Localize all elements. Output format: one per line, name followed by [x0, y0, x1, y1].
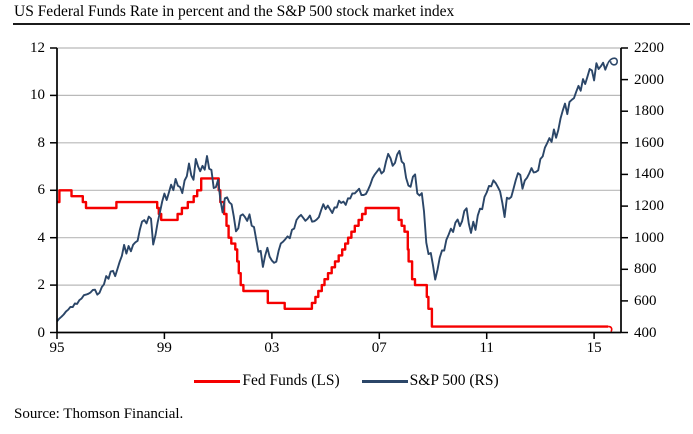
right-axis-tick-label: 2200	[634, 40, 664, 56]
right-axis-tick-label: 1800	[634, 103, 664, 120]
left-axis-tick-label: 0	[37, 324, 46, 341]
title-underline	[13, 23, 690, 25]
left-axis-tick-label: 6	[37, 182, 46, 199]
x-axis-tick-label: 95	[49, 340, 65, 356]
x-axis-tick-label: 11	[479, 340, 494, 356]
right-axis-tick-label: 1600	[634, 134, 664, 151]
right-axis-tick-label: 1000	[634, 229, 664, 246]
left-axis-tick-label: 12	[30, 40, 45, 56]
left-axis-tick-label: 2	[37, 277, 46, 294]
x-axis-tick-label: 03	[264, 340, 280, 356]
right-axis-tick-label: 2000	[634, 71, 664, 88]
sp500-line-swatch	[361, 379, 408, 383]
legend-item-sp500: S&P 500 (RS)	[361, 372, 499, 390]
right-axis-tick-label: 400	[634, 324, 657, 341]
legend-label-sp500: S&P 500 (RS)	[409, 372, 499, 389]
right-axis-tick-label: 1200	[634, 198, 664, 215]
right-axis-tick-label: 600	[634, 292, 657, 309]
source-note: Source: Thomson Financial.	[14, 406, 184, 422]
left-axis-tick-label: 10	[30, 87, 45, 104]
sp500-line-end-curl	[606, 57, 618, 66]
legend: Fed Funds (LS) S&P 500 (RS)	[0, 372, 693, 390]
x-axis-tick-label: 07	[371, 340, 387, 356]
right-axis-tick-label: 1400	[634, 166, 664, 183]
fed-funds-line-end-curl	[607, 325, 613, 332]
sp500-line	[56, 61, 609, 323]
x-axis-tick-label: 99	[156, 340, 172, 356]
legend-item-fed-funds: Fed Funds (LS)	[194, 372, 340, 390]
right-axis-tick-label: 800	[634, 261, 657, 278]
left-axis-tick-label: 4	[37, 229, 46, 246]
chart-title: US Federal Funds Rate in percent and the…	[14, 3, 455, 20]
fed-funds-line	[57, 177, 609, 328]
x-axis-tick-label: 15	[586, 340, 602, 356]
fed-funds-line-swatch	[194, 379, 241, 383]
legend-label-fed-funds: Fed Funds (LS)	[242, 372, 340, 389]
left-axis-tick-label: 8	[37, 134, 46, 151]
